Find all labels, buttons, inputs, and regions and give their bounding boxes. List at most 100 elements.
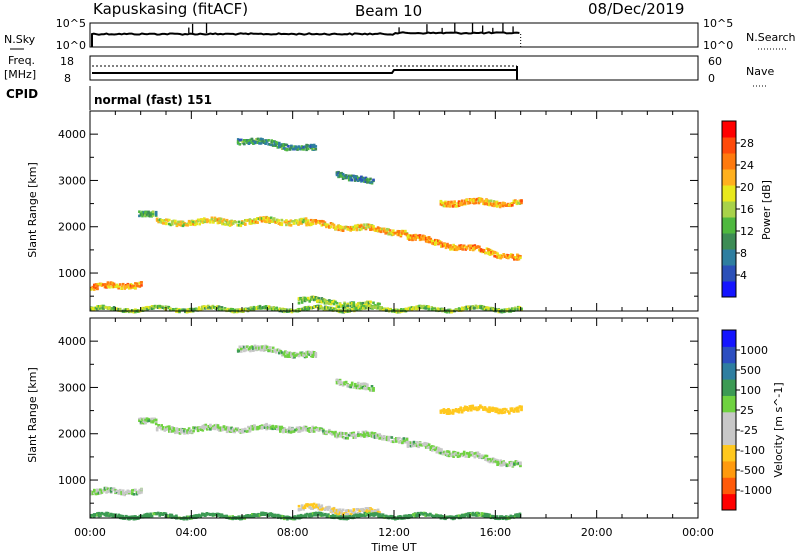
echo-cell (349, 301, 352, 305)
echo-cell (489, 202, 493, 205)
echo-cell (109, 490, 113, 493)
echo-cell (126, 491, 130, 495)
echo-cell (161, 219, 165, 223)
echo-cell (485, 306, 488, 309)
echo-cell (421, 305, 424, 308)
echo-cell (438, 241, 442, 245)
echo-cell (311, 297, 314, 301)
echo-cell (126, 489, 130, 493)
echo-cell (366, 181, 369, 184)
echo-cell (300, 217, 303, 221)
echo-cell (486, 410, 490, 413)
echo-cell (341, 172, 345, 176)
echo-cell (370, 435, 374, 438)
echo-cell (415, 444, 419, 448)
echo-cell (424, 512, 427, 515)
nave-label: Nave (746, 65, 774, 78)
echo-cell (300, 222, 303, 225)
echo-cell (384, 438, 387, 441)
echo-cell (349, 385, 352, 388)
echo-cell (469, 248, 472, 251)
echo-cell (120, 287, 123, 290)
echo-cell (254, 513, 257, 516)
echo-cell (352, 433, 356, 436)
echo-cell (263, 513, 266, 516)
echo-cell (269, 219, 273, 223)
echo-cell (491, 307, 494, 310)
echo-cell (106, 307, 110, 310)
echo-cell (331, 222, 334, 226)
echo-cell (364, 430, 368, 433)
echo-cell (222, 218, 226, 221)
echo-cell (129, 286, 133, 290)
echo-cell (360, 224, 363, 228)
echo-cell (324, 305, 327, 309)
echo-cell (225, 222, 229, 225)
freq-tick-bottom: 8 (64, 72, 71, 85)
echo-cell (228, 515, 231, 519)
echo-cell (488, 406, 491, 409)
station-title: Kapuskasing (fitACF) (93, 0, 248, 18)
echo-cell (298, 307, 301, 311)
echo-cell (398, 440, 401, 444)
echo-cell (501, 515, 505, 519)
echo-cell (106, 282, 110, 286)
freq-unit-label: [MHz] (4, 68, 36, 81)
echo-cell (501, 408, 505, 411)
echo-cell (483, 512, 487, 516)
echo-cell (111, 285, 114, 289)
echo-cell (265, 216, 268, 219)
echo-cell (225, 514, 228, 518)
echo-cell (303, 296, 307, 300)
echo-cell (237, 517, 240, 520)
echo-cell (196, 429, 200, 433)
echo-cell (448, 412, 452, 415)
echo-cell (507, 256, 510, 260)
echo-cell (499, 460, 502, 464)
echo-cell (226, 307, 230, 311)
echo-cell (325, 299, 328, 303)
echo-cell (168, 222, 171, 226)
echo-cell (487, 248, 490, 251)
echo-cell (285, 430, 288, 433)
echo-cell (319, 427, 322, 431)
echo-cell (155, 218, 159, 221)
echo-cell (489, 307, 493, 311)
echo-cell (337, 434, 340, 437)
echo-cell (112, 285, 116, 289)
echo-cell (93, 513, 96, 516)
echo-cell (503, 407, 506, 411)
echo-cell (488, 249, 492, 252)
echo-cell (395, 517, 399, 520)
echo-cell (265, 346, 269, 350)
echo-cell (145, 213, 149, 216)
echo-cell (409, 234, 413, 238)
echo-cell (204, 514, 207, 517)
echo-cell (401, 441, 404, 444)
echo-cell (258, 514, 262, 517)
echo-cell (430, 514, 434, 517)
echo-cell (186, 431, 189, 434)
echo-cell (93, 489, 96, 492)
echo-cell (231, 515, 234, 518)
echo-cell (314, 353, 318, 357)
echo-cell (513, 462, 516, 466)
echo-cell (379, 227, 383, 231)
echo-cell (194, 308, 198, 312)
echo-cell (268, 425, 271, 429)
echo-cell (334, 300, 337, 304)
echo-cell (236, 427, 239, 430)
nave-tick-bottom: 0 (708, 72, 715, 85)
echo-cell (185, 310, 189, 314)
echo-cell (347, 228, 351, 231)
echo-cell (422, 304, 426, 308)
echo-cell (369, 509, 372, 513)
echo-cell (371, 305, 374, 309)
echo-cell (216, 428, 220, 431)
echo-cell (480, 405, 484, 409)
echo-cell (252, 349, 255, 352)
echo-cell (473, 406, 476, 410)
echo-cell (357, 508, 360, 511)
echo-cell (361, 507, 365, 511)
echo-cell (343, 436, 346, 440)
